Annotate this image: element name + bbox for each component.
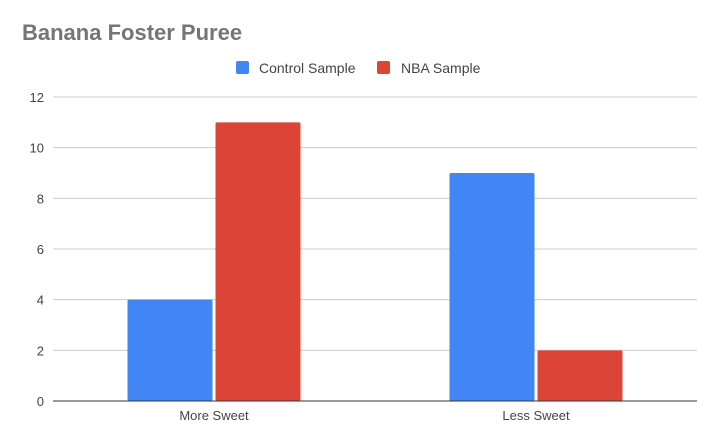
y-tick-label-2: 2 [37,343,44,358]
y-tick-label-6: 6 [37,242,44,257]
y-tick-label-12: 12 [30,90,44,105]
bars [127,122,623,401]
legend: Control Sample NBA Sample [236,60,481,76]
legend-swatch-control-sample [236,61,249,74]
legend-label-control-sample: Control Sample [259,60,356,76]
legend-swatch-nba-sample [377,61,390,74]
chart-title: Banana Foster Puree [22,20,242,45]
x-tick-label-less-sweet: Less Sweet [502,408,570,423]
x-tick-label-more-sweet: More Sweet [179,408,249,423]
legend-label-nba-sample: NBA Sample [401,60,481,76]
y-axis-ticks: 0 2 4 6 8 10 12 [30,90,44,409]
y-tick-label-0: 0 [37,394,44,409]
x-axis-ticks: More Sweet Less Sweet [179,408,570,423]
bar-control-sample-less-sweet [449,173,535,401]
y-tick-label-10: 10 [30,141,44,156]
bar-control-sample-more-sweet [127,299,213,401]
y-tick-label-4: 4 [37,293,44,308]
bar-nba-sample-more-sweet [215,122,301,401]
bar-nba-sample-less-sweet [537,350,623,401]
y-tick-label-8: 8 [37,191,44,206]
